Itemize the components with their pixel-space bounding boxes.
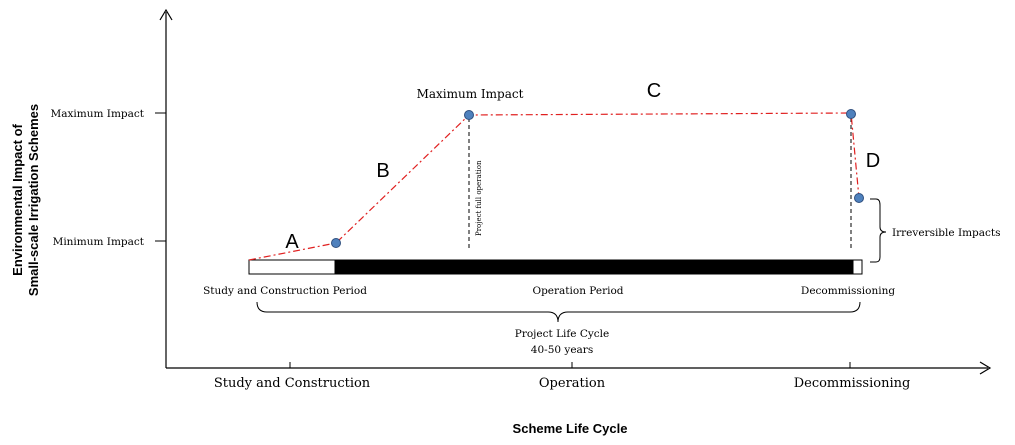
y-tick-label-max: Maximum Impact xyxy=(51,108,145,120)
point-max-impact xyxy=(464,110,474,120)
timeline-operation-segment xyxy=(334,259,854,275)
irreversible-label: Irreversible Impacts xyxy=(892,227,1001,239)
period-label-decommissioning: Decommissioning xyxy=(801,285,895,297)
x-tick-label-decommissioning: Decommissioning xyxy=(794,376,911,391)
x-axis-title: Scheme Life Cycle xyxy=(513,421,628,436)
point-construction-end xyxy=(331,238,341,248)
phase-letter-c: C xyxy=(647,80,661,102)
y-tick-label-min: Minimum Impact xyxy=(53,236,145,248)
phase-letter-a: A xyxy=(285,231,299,253)
life-cycle-brace xyxy=(256,301,861,323)
x-tick-label-operation: Operation xyxy=(539,376,606,391)
period-label-study: Study and Construction Period xyxy=(203,285,367,297)
y-axis-title-line2: Small-scale Irrigation Schemes xyxy=(26,104,41,296)
point-decommission-start xyxy=(846,109,856,119)
phase-letter-d: D xyxy=(866,150,880,172)
full-operation-label: Project full operation xyxy=(475,160,483,236)
y-axis-arrow xyxy=(159,8,173,21)
y-axis-title-line1: Environmental Impact of xyxy=(10,123,25,275)
irreversible-brace xyxy=(870,198,887,263)
life-cycle-label: Project Life Cycle xyxy=(515,328,610,340)
timeline-study-segment xyxy=(248,259,336,275)
timeline-decommissioning-segment xyxy=(852,259,863,275)
peak-label: Maximum Impact xyxy=(417,87,524,101)
x-tick-label-study: Study and Construction xyxy=(214,376,371,391)
period-label-operation: Operation Period xyxy=(532,285,623,297)
phase-letter-b: B xyxy=(376,160,389,182)
impact-curve xyxy=(248,112,860,261)
point-decommission-end xyxy=(854,193,864,203)
life-cycle-duration: 40-50 years xyxy=(531,344,593,356)
x-axis-arrow xyxy=(979,361,992,375)
